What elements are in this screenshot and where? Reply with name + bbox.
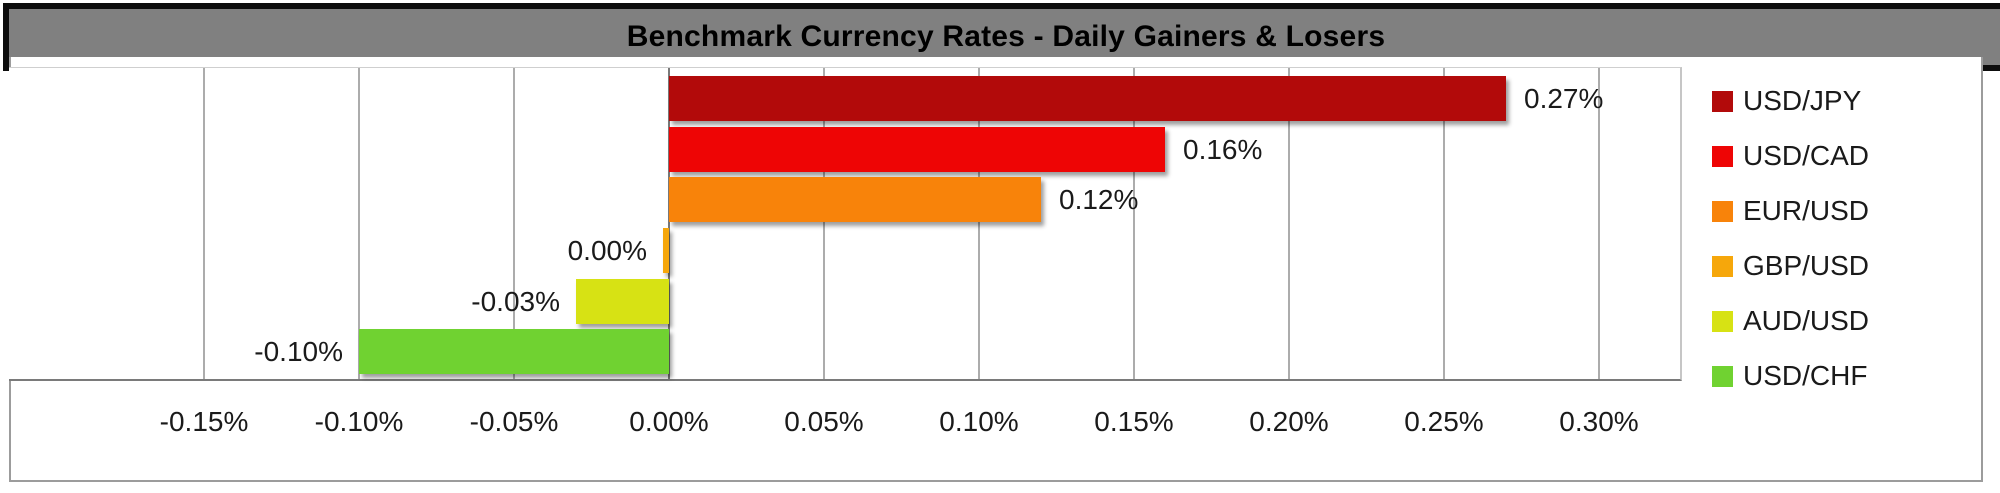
legend-swatch-icon <box>1712 200 1733 222</box>
x-axis-tick-label: 0.00% <box>629 406 709 437</box>
legend-item-aud-usd: AUD/USD <box>1712 305 1870 336</box>
legend-label: GBP/USD <box>1743 250 1870 281</box>
bar-usd-jpy <box>669 76 1506 121</box>
x-axis-tick-label: 0.10% <box>939 406 1019 437</box>
bar-value-label: 0.12% <box>1059 184 1139 216</box>
legend-label: USD/CAD <box>1743 140 1870 171</box>
legend-swatch-icon <box>1712 365 1733 387</box>
bar-usd-cad <box>669 126 1165 172</box>
legend-label: USD/CHF <box>1743 360 1868 391</box>
legend-item-usd-jpy: USD/JPY <box>1712 85 1869 116</box>
legend-item-gbp-usd: GBP/USD <box>1712 250 1870 281</box>
plot-area: 0.27% 0.16% 0.12% 0.00% -0.03% -0.10% <box>9 67 1682 381</box>
bar-eur-usd <box>669 177 1041 223</box>
x-axis-tick-label: -0.15% <box>159 406 249 437</box>
gridline <box>978 68 980 379</box>
bar-value-label: 0.16% <box>1183 133 1263 165</box>
chart-title: Benchmark Currency Rates - Daily Gainers… <box>626 20 1386 53</box>
legend-label: EUR/USD <box>1743 195 1870 226</box>
gridline <box>1443 68 1445 379</box>
x-axis-tick-label: 0.25% <box>1404 406 1484 437</box>
bar-value-label: -0.10% <box>254 336 343 368</box>
gridline <box>513 68 515 379</box>
bar-aud-usd <box>576 278 669 324</box>
x-axis-tick-label: 0.30% <box>1559 406 1639 437</box>
bar-value-label: 0.27% <box>1524 83 1604 114</box>
gridline <box>1598 68 1600 379</box>
gridline <box>203 68 205 379</box>
legend-swatch-icon <box>1712 310 1733 332</box>
legend-item-usd-cad: USD/CAD <box>1712 140 1870 171</box>
bar-gbp-usd <box>663 228 669 273</box>
x-axis-tick-label: 0.15% <box>1094 406 1174 437</box>
gridline <box>358 68 360 379</box>
legend-swatch-icon <box>1712 90 1733 112</box>
legend: USD/JPY USD/CAD EUR/USD GBP/USD AUD/USD USD/C… <box>1712 85 1870 417</box>
gridline <box>823 68 825 379</box>
x-axis-tick-label: 0.05% <box>784 406 864 437</box>
x-axis-tick-label: -0.10% <box>314 406 404 437</box>
gridline <box>1133 68 1135 379</box>
bar-usd-chf <box>359 329 669 375</box>
bar-value-label: -0.03% <box>471 285 560 317</box>
x-axis-tick-label: 0.20% <box>1249 406 1329 437</box>
gridline <box>1288 68 1290 379</box>
legend-label: USD/JPY <box>1743 85 1862 116</box>
legend-label: AUD/USD <box>1743 305 1870 336</box>
legend-item-eur-usd: EUR/USD <box>1712 195 1870 226</box>
x-axis-tick-label: -0.05% <box>469 406 559 437</box>
bar-value-label: 0.00% <box>567 235 647 266</box>
legend-swatch-icon <box>1712 145 1733 167</box>
legend-swatch-icon <box>1712 255 1733 277</box>
legend-item-usd-chf: USD/CHF <box>1712 360 1869 391</box>
zero-axis-line <box>668 68 670 379</box>
